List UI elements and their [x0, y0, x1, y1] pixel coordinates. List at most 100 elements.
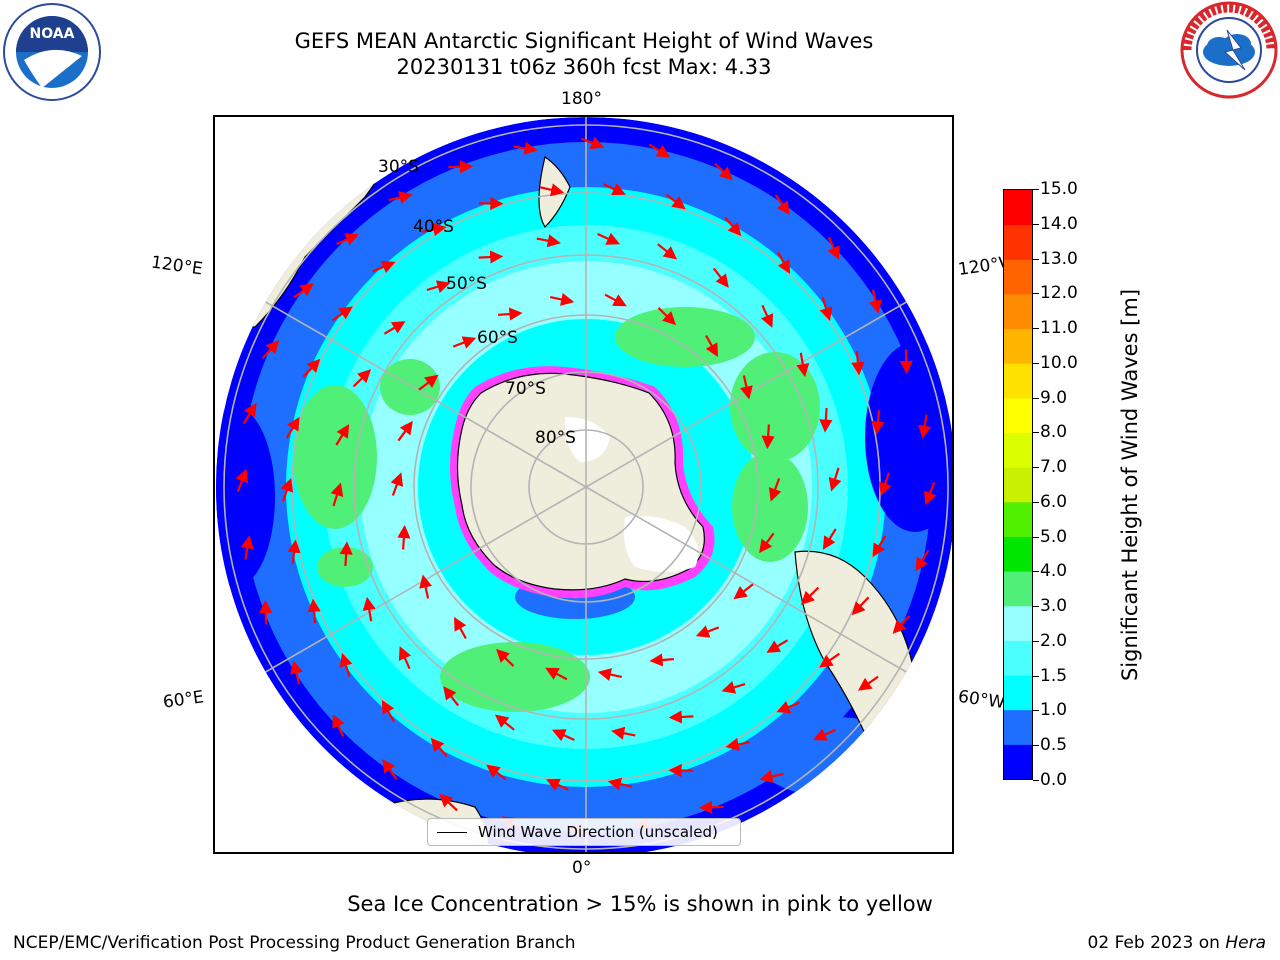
colorbar-tick-label: 5.0 — [1040, 526, 1068, 547]
wind-wave-arrow — [597, 668, 623, 682]
colorbar-segment — [1004, 571, 1032, 607]
wind-wave-arrow — [819, 652, 841, 668]
wind-wave-arrow — [695, 625, 720, 638]
colorbar-tick-mark — [1033, 571, 1039, 573]
wind-wave-arrow — [307, 598, 321, 624]
wind-wave-arrow — [827, 237, 840, 260]
lon-label-0: 0° — [572, 858, 592, 878]
lat-label-50s: 50°S — [446, 274, 487, 294]
colorbar-tick-label: 10.0 — [1040, 352, 1078, 373]
colorbar-tick-mark — [1033, 293, 1039, 295]
wind-wave-arrow — [915, 549, 930, 572]
wind-wave-arrow — [397, 524, 411, 550]
wind-wave-arrow — [760, 304, 774, 328]
colorbar-tick-label: 8.0 — [1040, 422, 1068, 443]
colorbar-tick-label: 0.5 — [1040, 735, 1068, 756]
wind-wave-arrow — [452, 336, 477, 349]
colorbar-segment — [1004, 536, 1032, 572]
wind-wave-arrow — [923, 482, 937, 506]
wind-wave-arrow — [774, 194, 790, 215]
wind-wave-arrow — [851, 350, 865, 376]
wind-wave-arrow — [813, 728, 836, 741]
colorbar-tick-mark — [1033, 258, 1039, 260]
colorbar-segment — [1004, 397, 1032, 434]
wind-wave-arrow — [759, 770, 784, 783]
colorbar-tick-mark — [1033, 223, 1039, 225]
legend-label: Wind Wave Direction (unscaled) — [478, 823, 718, 841]
wind-wave-arrow — [899, 349, 913, 375]
wind-wave-arrow — [494, 714, 515, 731]
colorbar-tick-mark — [1033, 745, 1039, 747]
wind-wave-arrow — [242, 402, 257, 425]
lat-label-80s: 80°S — [535, 428, 576, 448]
wind-wave-arrow — [362, 596, 376, 622]
colorbar-tick-mark — [1033, 640, 1039, 642]
wind-wave-arrow — [871, 410, 885, 435]
noaa-logo: NOAA — [3, 3, 101, 101]
chart-subtitle: 20230131 t06z 360h fcst Max: 4.33 — [396, 55, 772, 79]
wind-wave-arrow — [604, 293, 627, 307]
wind-wave-arrow — [388, 191, 413, 204]
colorbar-segment — [1004, 744, 1032, 779]
colorbar-label: Significant Height of Wind Waves [m] — [1118, 288, 1142, 682]
footer-credit: NCEP/EMC/Verification Post Processing Pr… — [13, 933, 576, 953]
wind-wave-arrow — [581, 136, 605, 150]
colorbar-segment — [1004, 293, 1032, 330]
wind-wave-arrow — [721, 681, 746, 694]
colorbar-tick-mark — [1033, 536, 1039, 538]
wind-wave-arrow — [725, 737, 750, 751]
legend-line-swatch — [437, 832, 467, 834]
colorbar-tick-label: 7.0 — [1040, 457, 1068, 478]
wind-wave-arrow — [551, 729, 575, 742]
wind-wave-arrow — [712, 267, 729, 288]
footer-date-text: 02 Feb 2023 on — [1087, 933, 1226, 953]
wind-wave-arrow — [302, 358, 321, 378]
wind-wave-arrow — [776, 700, 800, 714]
colorbar-segment — [1004, 675, 1032, 711]
wind-wave-arrow — [759, 532, 775, 554]
wind-wave-arrow — [800, 586, 820, 605]
wind-wave-arrow — [287, 539, 301, 564]
colorbar-tick-label: 9.0 — [1040, 387, 1068, 408]
wind-wave-arrow — [430, 737, 448, 758]
wind-wave-arrow — [761, 424, 775, 450]
wind-wave-arrow — [768, 478, 782, 502]
colorbar-tick-mark — [1033, 328, 1039, 330]
colorbar-tick-mark — [1033, 675, 1039, 677]
wave-patch — [293, 385, 377, 529]
lon-label-180: 180° — [561, 89, 602, 109]
wind-wave-arrow — [398, 646, 412, 670]
wind-wave-arrow — [705, 334, 718, 358]
wind-wave-arrow — [439, 793, 458, 812]
colorbar-tick-label: 6.0 — [1040, 491, 1068, 512]
wind-wave-arrow — [796, 352, 810, 378]
lat-label-40s: 40°S — [413, 217, 454, 237]
colorbar-tick-label: 11.0 — [1040, 318, 1078, 339]
wind-wave-arrow — [766, 639, 789, 653]
wind-wave-arrow — [649, 653, 674, 667]
sea-ice-note: Sea Ice Concentration > 15% is shown in … — [347, 892, 933, 916]
wind-wave-arrow — [657, 243, 678, 260]
wind-wave-arrow — [293, 283, 314, 299]
wind-wave-arrow — [448, 160, 474, 174]
noaa-logo-text: NOAA — [30, 26, 75, 42]
wind-wave-arrow — [851, 596, 870, 616]
wind-wave-arrow — [332, 714, 345, 737]
lon-label-120e: 120°E — [149, 252, 204, 280]
colorbar — [1003, 189, 1033, 780]
wind-wave-arrow — [777, 251, 791, 274]
wind-wave-arrow — [259, 599, 273, 625]
wind-wave-arrow — [819, 408, 833, 433]
wind-wave-arrow — [419, 574, 433, 599]
wind-wave-arrow — [739, 375, 753, 400]
wind-wave-arrow — [330, 482, 344, 507]
wind-wave-arrow — [546, 778, 569, 791]
colorbar-tick-mark — [1033, 501, 1039, 503]
wind-wave-arrow — [352, 369, 372, 388]
colorbar-segment — [1004, 501, 1032, 537]
wind-wave-arrow — [372, 260, 396, 274]
colorbar-tick-mark — [1033, 780, 1039, 781]
colorbar-segment — [1004, 363, 1032, 399]
wind-wave-arrow — [426, 280, 451, 293]
wind-wave-arrow — [892, 615, 911, 634]
